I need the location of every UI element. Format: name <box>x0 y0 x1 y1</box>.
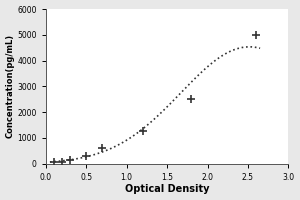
Y-axis label: Concentration(pg/mL): Concentration(pg/mL) <box>6 34 15 138</box>
X-axis label: Optical Density: Optical Density <box>125 184 209 194</box>
